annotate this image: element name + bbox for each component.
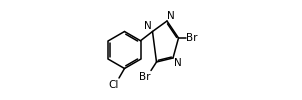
Text: Cl: Cl	[108, 80, 118, 90]
Text: N: N	[144, 21, 152, 31]
Text: N: N	[174, 58, 181, 68]
Text: Br: Br	[186, 33, 198, 43]
Text: N: N	[167, 11, 175, 21]
Text: Br: Br	[139, 72, 150, 82]
